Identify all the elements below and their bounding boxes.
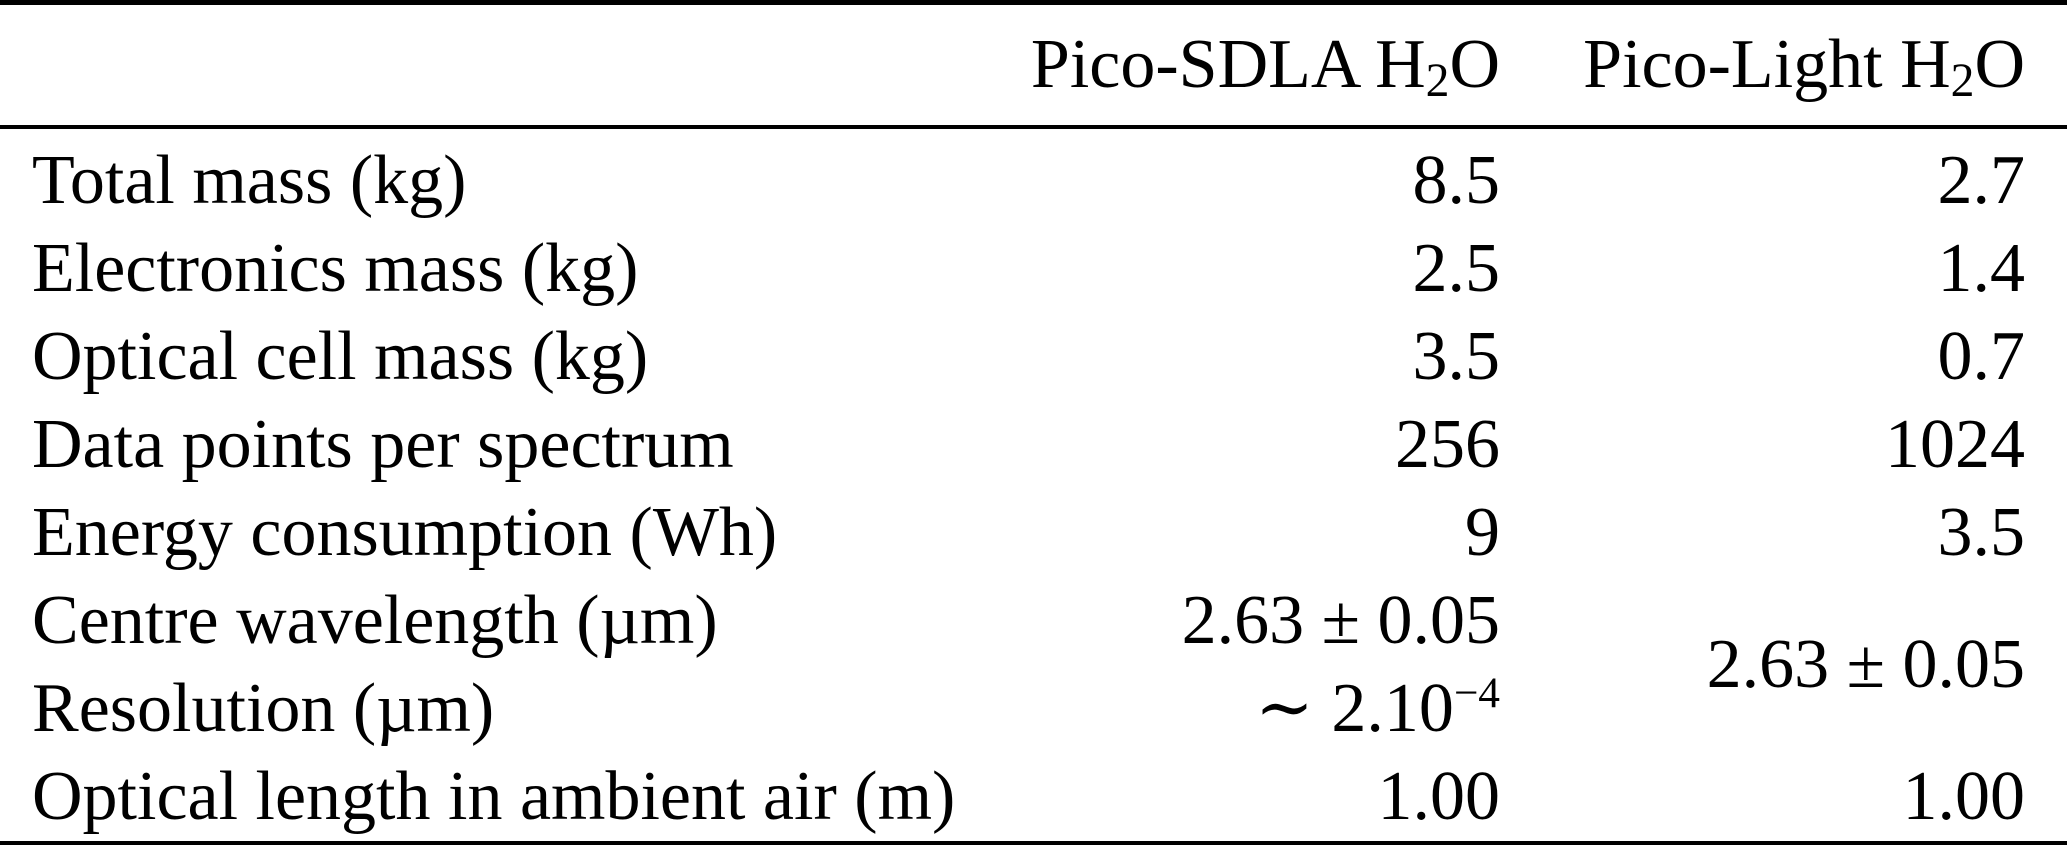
value-exponent: −4 — [1453, 669, 1500, 718]
table-row-optical-cell-mass: Optical cell mass (kg) 3.5 0.7 — [0, 313, 2067, 401]
row-label: Resolution (µm) — [32, 670, 495, 747]
header-text: O — [1974, 26, 2025, 103]
row-label: Energy consumption (Wh) — [32, 494, 778, 571]
column-header-pico-light-h2o: Pico-Light H2O — [1500, 3, 2067, 128]
subscript: 2 — [1425, 54, 1450, 107]
row-label: Optical length in ambient air (m) — [32, 758, 956, 835]
value-cell-light: 0.7 — [1937, 318, 2026, 395]
value-cell-sdla: 1.00 — [1377, 758, 1501, 835]
table-row-data-points: Data points per spectrum 256 1024 — [0, 401, 2067, 489]
row-label: Total mass (kg) — [32, 142, 467, 219]
table-row-optical-length: Optical length in ambient air (m) 1.00 1… — [0, 753, 2067, 844]
value-base: ∼ 2.10 — [1255, 670, 1454, 747]
value-cell-sdla: 9 — [1465, 494, 1500, 571]
row-label: Centre wavelength (µm) — [32, 582, 718, 659]
table-row-resolution: Resolution (µm) ∼ 2.10−4 — [0, 665, 2067, 753]
header-text: Pico-Light H — [1583, 26, 1951, 103]
table-row-total-mass: Total mass (kg) 8.5 2.7 — [0, 127, 2067, 225]
value-cell-light-merged: 2.63 ± 0.05 — [1706, 626, 2025, 703]
header-empty-cell — [0, 3, 1025, 128]
subscript: 2 — [1950, 54, 1975, 107]
value-cell-sdla: 2.5 — [1412, 230, 1501, 307]
value-cell-light: 1.4 — [1937, 230, 2026, 307]
table-row-electronics-mass: Electronics mass (kg) 2.5 1.4 — [0, 225, 2067, 313]
row-label: Optical cell mass (kg) — [32, 318, 649, 395]
header-text: Pico-SDLA H — [1030, 26, 1426, 103]
value-cell-light: 2.7 — [1937, 142, 2026, 219]
value-cell-sdla: ∼ 2.10−4 — [1025, 665, 1500, 753]
table-row-energy-consumption: Energy consumption (Wh) 9 3.5 — [0, 489, 2067, 577]
value-cell-sdla: 2.63 ± 0.05 — [1181, 582, 1500, 659]
value-cell-sdla: 8.5 — [1412, 142, 1501, 219]
value-cell-sdla: 256 — [1395, 406, 1500, 483]
header-row: Pico-SDLA H2O Pico-Light H2O — [0, 3, 2067, 128]
value-cell-light: 1024 — [1885, 406, 2025, 483]
value-cell-light: 1.00 — [1902, 758, 2026, 835]
value-cell-light: 3.5 — [1937, 494, 2026, 571]
value-cell-sdla: 3.5 — [1412, 318, 1501, 395]
row-label: Electronics mass (kg) — [32, 230, 639, 307]
row-label: Data points per spectrum — [32, 406, 734, 483]
column-header-pico-sdla-h2o: Pico-SDLA H2O — [1025, 3, 1500, 128]
table-row-centre-wavelength: Centre wavelength (µm) 2.63 ± 0.05 2.63 … — [0, 577, 2067, 700]
header-text: O — [1449, 26, 1500, 103]
